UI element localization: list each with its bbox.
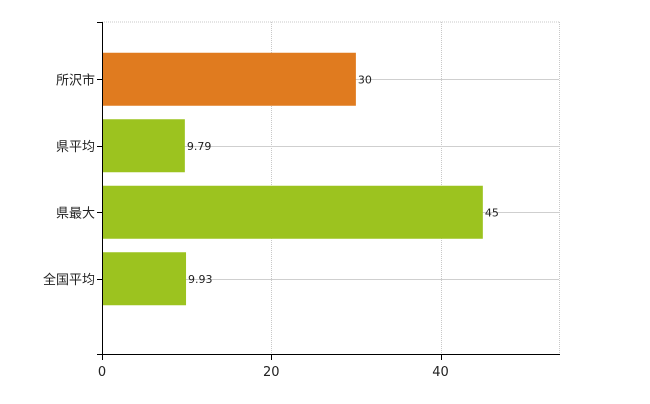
bar bbox=[103, 52, 356, 106]
axes bbox=[97, 22, 560, 360]
bar bbox=[103, 119, 185, 173]
data-label: 9.79 bbox=[187, 140, 212, 153]
y-tick-label: 県最大 bbox=[56, 206, 95, 221]
data-label: 45 bbox=[485, 206, 499, 219]
data-label: 30 bbox=[358, 73, 372, 86]
data-label: 9.93 bbox=[188, 273, 213, 286]
bar bbox=[103, 252, 187, 306]
y-tick-label: 所沢市 bbox=[56, 72, 95, 88]
bar bbox=[103, 185, 483, 239]
bars bbox=[103, 52, 483, 306]
x-tick-label: 20 bbox=[263, 365, 280, 380]
x-tick-label: 0 bbox=[98, 365, 106, 380]
y-tick-label: 全国平均 bbox=[43, 272, 95, 288]
x-tick-label: 40 bbox=[432, 365, 449, 380]
y-tick-label: 県平均 bbox=[56, 140, 95, 155]
